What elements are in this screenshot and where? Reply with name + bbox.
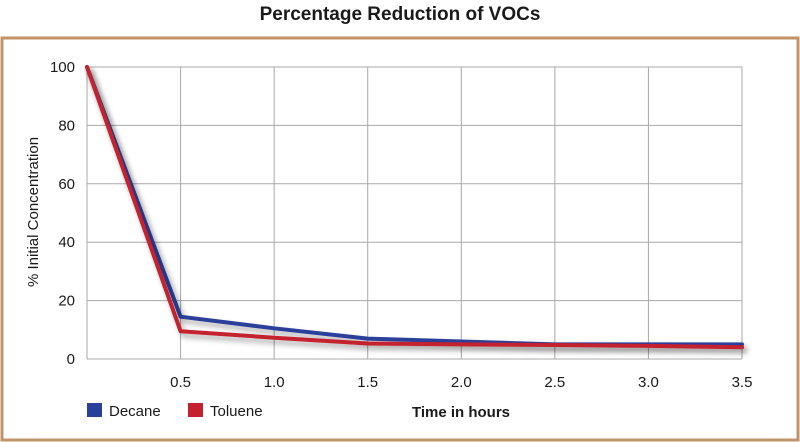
grid — [86, 66, 743, 360]
y-tick-label: 20 — [58, 293, 75, 310]
x-tick-label: 1.0 — [264, 374, 285, 391]
legend-label-decane: Decane — [109, 403, 161, 420]
x-tick-label: 1.5 — [357, 374, 378, 391]
x-axis-ticks: 0.5 1.0 1.5 2.0 2.5 3.0 3.5 — [170, 374, 752, 391]
x-tick-label: 2.5 — [544, 374, 565, 391]
legend-swatch-toluene — [188, 403, 203, 417]
y-tick-label: 40 — [58, 234, 75, 251]
legend: Decane Toluene — [87, 403, 263, 420]
y-tick-label: 100 — [50, 59, 75, 76]
chart-title: Percentage Reduction of VOCs — [260, 4, 541, 25]
legend-swatch-decane — [87, 403, 102, 417]
x-tick-label: 2.0 — [451, 374, 472, 391]
x-tick-label: 3.5 — [732, 374, 753, 391]
x-tick-label: 0.5 — [170, 374, 191, 391]
x-tick-label: 3.0 — [638, 374, 659, 391]
x-axis-label: Time in hours — [412, 404, 510, 421]
y-tick-label: 0 — [67, 351, 75, 368]
series-line-toluene — [85, 65, 744, 350]
chart-frame — [0, 36, 800, 442]
series-lines — [85, 65, 744, 350]
legend-label-toluene: Toluene — [210, 403, 263, 420]
y-tick-label: 60 — [58, 176, 75, 193]
y-axis-ticks: 0 20 40 60 80 100 — [50, 59, 75, 368]
y-tick-label: 80 — [58, 117, 75, 134]
y-axis-label: % Initial Concentration — [25, 137, 42, 287]
